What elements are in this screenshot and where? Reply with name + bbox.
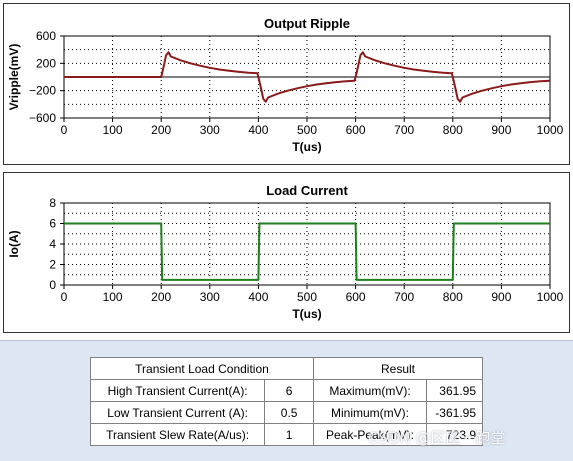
x-tick-label: 500 (297, 290, 317, 304)
results-table: Transient Load Condition Result High Tra… (89, 357, 483, 446)
x-tick-label: 400 (248, 290, 268, 304)
series-line (64, 222, 550, 281)
table-header-row: Transient Load Condition Result (90, 357, 483, 380)
x-tick-label: 200 (151, 290, 171, 304)
x-tick-label: 900 (491, 290, 511, 304)
watermark: CSDN @区区一跑堂 (368, 429, 506, 447)
x-tick-label: 700 (394, 290, 414, 304)
y-tick-label: 4 (49, 237, 56, 251)
x-axis-label: T(us) (292, 140, 321, 154)
result-label: Minimum(mV): (313, 401, 427, 424)
output-ripple-chart: Output Ripple 0 100 200 300 400 500 600 700 800 90… (7, 16, 564, 154)
row-label: Low Transient Current (A): (89, 401, 266, 424)
output-ripple-chart-panel: Output Ripple 0 100 200 300 400 500 600 700 800 90… (3, 3, 570, 165)
load-current-chart: Load Current 0 100 200 300 400 500 600 700 800 900… (7, 183, 564, 321)
x-tick-label: 1000 (537, 123, 564, 137)
y-axis-label: Vripple(mV) (7, 44, 21, 111)
result-value: -361.95 (426, 401, 483, 424)
y-tick-label: 8 (49, 196, 56, 210)
x-tick-label: 800 (443, 290, 463, 304)
row-label: Transient Slew Rate(A/us): (89, 423, 266, 446)
row-value: 1 (264, 423, 314, 446)
chart-title: Output Ripple (264, 16, 350, 31)
result-label: Peak-Peak(mV): (313, 423, 427, 446)
x-tick-label: 700 (394, 123, 414, 137)
x-tick-label: 0 (61, 123, 68, 137)
x-tick-label: 300 (200, 290, 220, 304)
x-tick-label: 1000 (537, 290, 564, 304)
x-tick-label: 600 (346, 290, 366, 304)
x-tick-label: 300 (200, 123, 220, 137)
y-tick-label: 6 (49, 217, 56, 231)
table-row: Transient Slew Rate(A/us): 1 Peak-Peak(m… (89, 423, 483, 446)
x-tick-label: 400 (248, 123, 268, 137)
x-tick-label: 0 (61, 290, 68, 304)
result-label: Maximum(mV): (313, 379, 427, 402)
y-tick-label: 600 (36, 29, 56, 43)
x-tick-label: 900 (491, 123, 511, 137)
x-tick-label: 200 (151, 123, 171, 137)
y-tick-label: −200 (29, 84, 56, 98)
table-header-result: Result (313, 357, 483, 380)
y-axis-label: Io(A) (7, 230, 21, 257)
table-header-condition: Transient Load Condition (90, 357, 314, 380)
row-value: 0.5 (264, 401, 314, 424)
x-axis-label: T(us) (292, 307, 321, 321)
x-tick-label: 600 (346, 123, 366, 137)
series-line (64, 51, 551, 103)
result-value: 361.95 (426, 379, 483, 402)
y-tick-label: 0 (49, 278, 56, 292)
y-tick-label: −600 (29, 111, 56, 125)
x-tick-label: 100 (103, 123, 123, 137)
result-value: 723.9 (426, 423, 483, 446)
table-row: Low Transient Current (A): 0.5 Minimum(m… (89, 401, 483, 424)
x-tick-label: 500 (297, 123, 317, 137)
y-tick-label: 200 (36, 56, 56, 70)
x-tick-label: 800 (443, 123, 463, 137)
chart-title: Load Current (266, 183, 348, 198)
x-tick-label: 100 (103, 290, 123, 304)
row-label: High Transient Current(A): (89, 379, 266, 402)
load-current-chart-panel: Load Current 0 100 200 300 400 500 600 700 800 900… (3, 172, 570, 333)
y-tick-label: 2 (49, 258, 56, 272)
table-row: High Transient Current(A): 6 Maximum(mV)… (89, 379, 483, 402)
row-value: 6 (264, 379, 314, 402)
